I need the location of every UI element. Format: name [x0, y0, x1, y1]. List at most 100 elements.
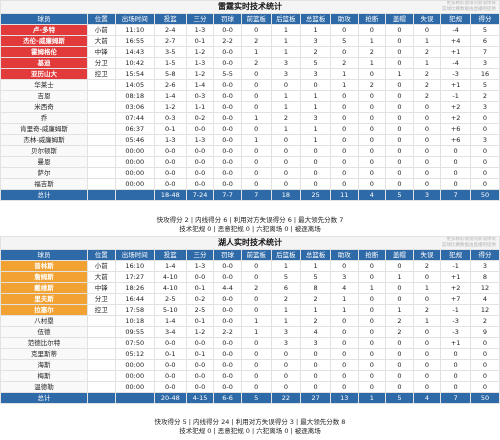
stat-cell: 1 [329, 68, 359, 80]
watermark-line-1: 更多精彩请访问新浪体育 [446, 1, 497, 7]
stat-cell: 0-0 [213, 123, 242, 135]
player-row: 温德勒 00:00 0-0 0-0 0-0 0 0 0 0 0 0 0 0 0 [0, 381, 500, 393]
stat-cell: 1 [385, 304, 414, 316]
total-cell: 总计 [0, 189, 89, 201]
stat-cell: 0 [329, 315, 359, 327]
stat-cell: 0 [329, 359, 359, 371]
stat-cell: 0-0 [213, 359, 242, 371]
total-cell: 3 [412, 189, 442, 201]
stat-cell: 1 [300, 123, 331, 135]
player-name: 萨尔 [0, 167, 89, 179]
stat-cell: 2-4 [153, 24, 187, 36]
stat-cell: -1 [440, 90, 471, 102]
total-cell: 7-24 [185, 189, 215, 201]
stat-cell: -3 [440, 326, 471, 338]
player-name: 八村塁 [0, 315, 89, 327]
header-cell: 助攻 [329, 13, 359, 25]
player-row: 范德比尔特 07:50 0-0 0-0 0-0 0 3 3 0 0 0 0 +1 0 [0, 337, 500, 349]
stat-cell: 1 [240, 46, 272, 58]
stat-cell: 0 [469, 167, 500, 179]
stat-cell: 2 [240, 57, 272, 69]
stat-cell: 9 [469, 326, 500, 338]
stat-cell: 0 [412, 293, 442, 305]
stat-cell: 0 [300, 381, 331, 393]
stat-cell: 0-0 [213, 79, 242, 91]
stat-cell: 0 [357, 315, 387, 327]
stat-cell: 0 [270, 145, 302, 157]
player-row: 克里斯蒂 05:12 0-1 0-1 0-0 0 0 0 0 0 0 0 0 0 [0, 348, 500, 360]
lakers-note-line-2: 技术犯规 0 | 恶意犯规 0 | 六犯离场 0 | 被逐离场 [179, 427, 321, 435]
stat-cell: 0 [357, 68, 387, 80]
player-name: 梅斯 [0, 370, 89, 382]
stat-cell: 1 [412, 282, 442, 294]
stat-cell: 17:58 [114, 304, 155, 316]
stat-cell: 0 [412, 24, 442, 36]
stat-cell: 0-3 [153, 112, 187, 124]
stat-cell: 3 [270, 68, 302, 80]
stat-cell: 2 [412, 90, 442, 102]
stat-cell: 2-2 [213, 326, 242, 338]
player-position [87, 90, 116, 102]
stat-cell: 10:42 [114, 57, 155, 69]
rockets-totals-row: 总计 18-48 7-24 7-7 7 18 25 11 4 5 3 7 50 [0, 189, 500, 201]
stat-cell: 0 [300, 178, 331, 190]
header-cell: 后篮板 [270, 249, 302, 261]
header-cell: 总篮板 [300, 249, 331, 261]
stat-cell: 0 [412, 271, 442, 283]
stat-cell: 0 [329, 178, 359, 190]
player-row: 拉塞尔 控卫 17:58 5-10 2-5 0-0 0 1 1 1 0 1 2 -1 12 [0, 304, 500, 316]
player-row: 基迪 分卫 10:42 1-5 1-3 0-0 2 3 5 2 1 0 1 -4 3 [0, 57, 500, 69]
header-cell: 前篮板 [240, 249, 272, 261]
player-row: 福吉斯 00:00 0-0 0-0 0-0 0 0 0 0 0 0 0 0 0 [0, 178, 500, 190]
stat-cell: 03:06 [114, 101, 155, 113]
stat-cell: 2 [412, 304, 442, 316]
stat-cell: 07:44 [114, 112, 155, 124]
stat-cell: 1 [270, 46, 302, 58]
stat-cell: +2 [440, 282, 471, 294]
total-cell [114, 189, 155, 201]
stat-cell: 0 [329, 370, 359, 382]
stat-cell: 0 [240, 145, 272, 157]
player-position: 中锋 [87, 282, 116, 294]
stat-cell: 0 [357, 156, 387, 168]
stat-cell: 0 [385, 156, 414, 168]
stat-cell: 0 [440, 348, 471, 360]
stat-cell: 00:00 [114, 145, 155, 157]
stat-cell: 0 [329, 337, 359, 349]
stat-cell: 0 [385, 348, 414, 360]
stat-cell: 1 [270, 35, 302, 47]
stat-cell: 16 [469, 68, 500, 80]
stat-cell: 1-3 [185, 24, 215, 36]
stat-cell: 0 [300, 167, 331, 179]
stat-cell: +1 [440, 46, 471, 58]
player-name: 福吉斯 [0, 178, 89, 190]
stat-cell: 0 [469, 370, 500, 382]
player-name: 吉恩 [0, 90, 89, 102]
stat-cell: 0 [240, 293, 272, 305]
player-position [87, 370, 116, 382]
stat-cell: 0 [385, 381, 414, 393]
player-position [87, 167, 116, 179]
stat-cell: 12 [469, 282, 500, 294]
header-cell: 盖帽 [385, 13, 414, 25]
stat-cell: 0-1 [185, 315, 215, 327]
stat-cell: 0 [300, 359, 331, 371]
player-name: 曼恩 [0, 156, 89, 168]
lakers-note-line-1: 快攻得分 5 | 内线得分 24 | 利用对方失误得分 3 | 最大领先分数 8 [154, 418, 346, 426]
stat-cell: -4 [440, 24, 471, 36]
total-cell: 5 [385, 392, 414, 404]
stat-cell: -4 [440, 57, 471, 69]
player-row: 华莱士 14:05 2-6 1-4 0-0 0 0 0 1 2 0 2 +1 5 [0, 79, 500, 91]
total-cell: 4-15 [185, 392, 215, 404]
stat-cell: 0-0 [153, 156, 187, 168]
stat-cell: 12 [469, 304, 500, 316]
stat-cell: 0 [300, 370, 331, 382]
player-name: 卢-多特 [0, 24, 89, 36]
player-position [87, 156, 116, 168]
stat-cell: 0 [385, 337, 414, 349]
stat-cell: 0 [329, 326, 359, 338]
stat-cell: 05:12 [114, 348, 155, 360]
stat-cell: +1 [440, 79, 471, 91]
stat-cell: 3 [300, 337, 331, 349]
stat-cell: 0-0 [213, 24, 242, 36]
